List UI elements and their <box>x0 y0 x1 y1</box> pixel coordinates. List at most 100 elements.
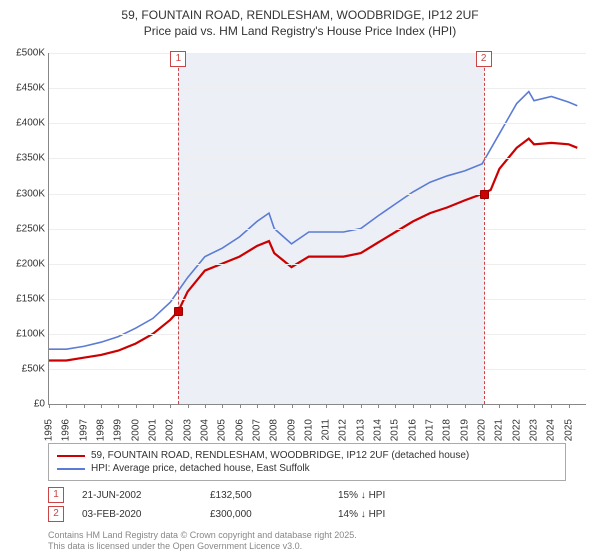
x-tick <box>118 404 119 408</box>
event-num: 1 <box>48 487 64 503</box>
x-tick <box>101 404 102 408</box>
attribution-line-1: Contains HM Land Registry data © Crown c… <box>48 530 568 541</box>
x-tick <box>205 404 206 408</box>
x-tick-label: 1995 <box>44 419 55 441</box>
x-tick <box>188 404 189 408</box>
y-tick-label: £350K <box>9 153 45 164</box>
x-tick-label: 2019 <box>459 419 470 441</box>
y-tick-label: £200K <box>9 258 45 269</box>
y-tick-label: £250K <box>9 223 45 234</box>
event-row: 1 21-JUN-2002 £132,500 15% ↓ HPI <box>48 487 592 503</box>
event-date: 03-FEB-2020 <box>82 509 192 520</box>
x-tick-label: 2004 <box>199 419 210 441</box>
x-tick <box>413 404 414 408</box>
x-tick-label: 2022 <box>511 419 522 441</box>
y-tick-label: £50K <box>9 364 45 375</box>
x-tick <box>482 404 483 408</box>
chart-title: 59, FOUNTAIN ROAD, RENDLESHAM, WOODBRIDG… <box>8 8 592 39</box>
title-line-1: 59, FOUNTAIN ROAD, RENDLESHAM, WOODBRIDG… <box>8 8 592 24</box>
event-row: 2 03-FEB-2020 £300,000 14% ↓ HPI <box>48 506 592 522</box>
event-price: £300,000 <box>210 509 320 520</box>
x-tick <box>534 404 535 408</box>
legend: 59, FOUNTAIN ROAD, RENDLESHAM, WOODBRIDG… <box>48 443 566 481</box>
x-tick-label: 1996 <box>61 419 72 441</box>
gridline <box>49 264 586 265</box>
y-tick-label: £500K <box>9 48 45 59</box>
x-tick <box>66 404 67 408</box>
x-tick-label: 2017 <box>425 419 436 441</box>
x-tick <box>395 404 396 408</box>
x-tick <box>569 404 570 408</box>
event-marker-dot <box>174 307 183 316</box>
event-dashline <box>484 53 485 404</box>
x-tick-label: 2011 <box>321 419 332 441</box>
x-tick-label: 2003 <box>182 419 193 441</box>
x-tick-label: 2018 <box>442 419 453 441</box>
gridline <box>49 53 586 54</box>
attribution: Contains HM Land Registry data © Crown c… <box>48 530 568 552</box>
x-tick-label: 1998 <box>95 419 106 441</box>
y-tick-label: £150K <box>9 293 45 304</box>
gridline <box>49 194 586 195</box>
event-num: 2 <box>48 506 64 522</box>
x-tick-label: 2009 <box>286 419 297 441</box>
event-marker-box: 2 <box>476 51 492 67</box>
series-line <box>49 92 577 350</box>
x-tick-label: 2002 <box>165 419 176 441</box>
gridline <box>49 229 586 230</box>
gridline <box>49 123 586 124</box>
x-tick-label: 2023 <box>529 419 540 441</box>
x-tick <box>170 404 171 408</box>
x-tick <box>84 404 85 408</box>
x-tick-label: 2012 <box>338 419 349 441</box>
event-date: 21-JUN-2002 <box>82 490 192 501</box>
x-tick-label: 2024 <box>546 419 557 441</box>
chart: £0£50K£100K£150K£200K£250K£300K£350K£400… <box>8 45 592 435</box>
x-tick-label: 2025 <box>563 419 574 441</box>
gridline <box>49 299 586 300</box>
x-tick-label: 1999 <box>113 419 124 441</box>
x-tick-label: 1997 <box>78 419 89 441</box>
x-tick <box>551 404 552 408</box>
x-tick <box>257 404 258 408</box>
x-tick <box>222 404 223 408</box>
event-delta: 15% ↓ HPI <box>338 490 448 501</box>
x-tick-label: 2010 <box>303 419 314 441</box>
attribution-line-2: This data is licensed under the Open Gov… <box>48 541 568 552</box>
y-tick-label: £400K <box>9 118 45 129</box>
x-tick <box>292 404 293 408</box>
legend-swatch <box>57 455 85 457</box>
title-line-2: Price paid vs. HM Land Registry's House … <box>8 24 592 40</box>
plot-area: £0£50K£100K£150K£200K£250K£300K£350K£400… <box>48 53 586 405</box>
gridline <box>49 334 586 335</box>
y-tick-label: £100K <box>9 328 45 339</box>
event-marker-dot <box>480 190 489 199</box>
x-tick <box>343 404 344 408</box>
event-dashline <box>178 53 179 404</box>
legend-row: HPI: Average price, detached house, East… <box>57 463 557 474</box>
x-tick <box>326 404 327 408</box>
x-tick <box>447 404 448 408</box>
x-tick-label: 2020 <box>477 419 488 441</box>
y-tick-label: £0 <box>9 399 45 410</box>
event-delta: 14% ↓ HPI <box>338 509 448 520</box>
x-tick-label: 2021 <box>494 419 505 441</box>
x-tick-label: 2013 <box>355 419 366 441</box>
x-tick-label: 2007 <box>251 419 262 441</box>
event-price: £132,500 <box>210 490 320 501</box>
x-tick <box>274 404 275 408</box>
legend-swatch <box>57 468 85 470</box>
x-tick <box>378 404 379 408</box>
x-tick <box>153 404 154 408</box>
series-line <box>49 139 577 361</box>
gridline <box>49 158 586 159</box>
x-tick-label: 2001 <box>147 419 158 441</box>
gridline <box>49 88 586 89</box>
x-tick-label: 2015 <box>390 419 401 441</box>
x-tick-label: 2005 <box>217 419 228 441</box>
event-table: 1 21-JUN-2002 £132,500 15% ↓ HPI 2 03-FEB-202… <box>48 487 592 522</box>
x-tick <box>430 404 431 408</box>
gridline <box>49 369 586 370</box>
x-tick-label: 2014 <box>373 419 384 441</box>
x-tick-label: 2006 <box>234 419 245 441</box>
